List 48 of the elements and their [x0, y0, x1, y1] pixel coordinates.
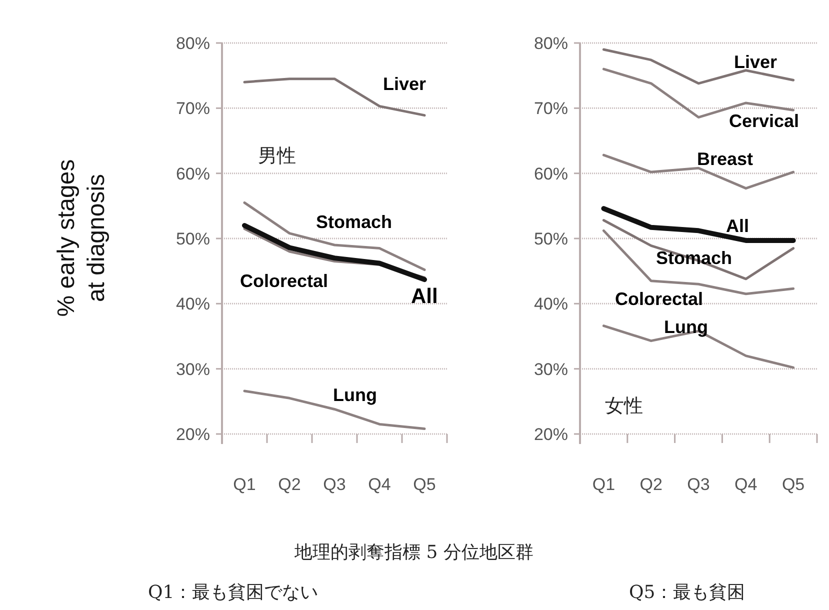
- y-tick-label: 70%: [176, 99, 210, 118]
- text: 男性: [258, 145, 296, 167]
- series-label: Liver: [383, 74, 426, 94]
- x-tick-label: Q4: [734, 475, 758, 494]
- y-tick-label: 80%: [534, 34, 568, 53]
- text: Q5：最も貧困: [629, 582, 746, 603]
- y-tick-label: 50%: [534, 229, 568, 248]
- x-tick-label: Q2: [640, 475, 662, 494]
- series-label: Liver: [734, 52, 778, 72]
- x-tick-label: Q5: [413, 475, 436, 494]
- line-series: [243, 78, 426, 117]
- series-label: Stomach: [656, 248, 732, 268]
- series-label: Colorectal: [240, 271, 328, 291]
- y-tick-label: 20%: [534, 424, 568, 444]
- y-tick-label: 60%: [534, 164, 568, 184]
- series-label: Stomach: [316, 212, 392, 232]
- y-tick-label: 60%: [176, 164, 210, 184]
- y-tick-label: 70%: [534, 99, 568, 118]
- series-label: Lung: [333, 385, 377, 405]
- y-tick-label: 80%: [176, 34, 210, 53]
- y-axis-title: % early stages at diagnosis: [53, 159, 110, 317]
- y-tick-label: 50%: [176, 229, 210, 248]
- text: Q1：最も貧困でない: [148, 582, 318, 603]
- series-label: All: [411, 285, 438, 308]
- line-series: [602, 154, 795, 190]
- x-tick-label: Q1: [592, 475, 616, 494]
- x-tick-label: Q2: [278, 475, 301, 494]
- y-tick-label: 30%: [534, 360, 568, 379]
- series-label: Breast: [697, 149, 754, 169]
- x-tick-label: Q4: [368, 475, 391, 494]
- series-label: Cervical: [729, 111, 800, 131]
- line-series: [243, 390, 426, 430]
- y-tick-label: 20%: [176, 424, 210, 444]
- x-tick-label: Q3: [687, 475, 710, 494]
- series-label: Colorectal: [615, 289, 704, 309]
- line-series: [602, 219, 795, 280]
- line-series: [243, 201, 426, 272]
- series-label: Lung: [664, 317, 708, 337]
- y-tick-label: 40%: [176, 294, 210, 314]
- x-tick-label: Q3: [323, 475, 346, 494]
- x-axis-title: 地理的剥奪指標 5 分位地区群: [294, 542, 534, 563]
- x-tick-label: Q5: [782, 475, 805, 494]
- y-tick-label: 30%: [176, 360, 210, 379]
- series-label: All: [726, 216, 750, 236]
- text: 女性: [605, 395, 643, 417]
- line-series: [602, 48, 795, 85]
- y-tick-label: 40%: [534, 294, 568, 314]
- x-tick-label: Q1: [233, 475, 256, 494]
